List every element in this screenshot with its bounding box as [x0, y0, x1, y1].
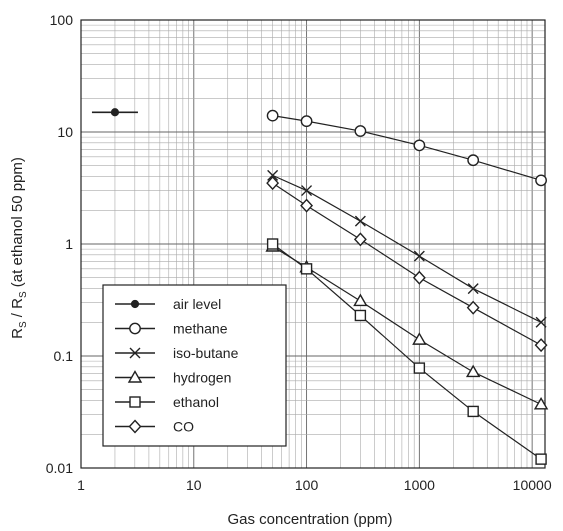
data-point-methane	[266, 109, 279, 122]
legend: air level methane iso-butane hydrogen ethano…	[102, 284, 287, 447]
legend-marker-air-level	[130, 299, 140, 309]
y-axis-title-mid: / R	[9, 298, 26, 322]
data-point-iso-butane	[267, 169, 279, 181]
y-axis-title-tail: (at ethanol 50 ppm)	[9, 157, 26, 291]
legend-box	[102, 284, 287, 447]
x-tick-label: 10000	[513, 477, 552, 493]
series-iso-butane	[267, 169, 547, 328]
x-tick-label: 100	[295, 477, 319, 493]
data-point-methane	[413, 139, 426, 152]
legend-marker-hydrogen	[127, 370, 143, 383]
legend-marker-ethanol	[129, 396, 141, 408]
data-point-iso-butane	[413, 250, 425, 262]
y-axis-title-sub1: S	[18, 321, 29, 328]
data-point-iso-butane	[535, 316, 547, 328]
data-point-co	[266, 176, 280, 191]
data-point-hydrogen	[353, 293, 368, 307]
legend-label-hydrogen: hydrogen	[173, 370, 231, 386]
axis-ticks: 1 10 100 1000 10000 0.01 0.1 1 10 100	[46, 12, 552, 493]
data-point-co	[412, 270, 426, 285]
x-tick-label: 1	[77, 477, 85, 493]
data-point-air-level	[110, 108, 120, 117]
series-line-co	[272, 182, 542, 346]
data-point-hydrogen	[412, 332, 427, 345]
series-methane	[266, 109, 547, 187]
x-tick-label: 10	[186, 477, 202, 493]
y-tick-label: 10	[57, 124, 73, 140]
data-point-ethanol	[467, 405, 479, 418]
y-tick-label: 1	[65, 236, 73, 252]
data-point-ethanol	[266, 238, 279, 250]
series-group	[91, 108, 549, 465]
series-line-ethanol	[272, 243, 542, 460]
series-ethanol	[266, 238, 547, 465]
data-point-ethanol	[413, 362, 426, 374]
data-point-ethanol	[300, 263, 313, 275]
data-point-hydrogen	[465, 364, 481, 378]
data-point-co	[353, 232, 367, 247]
data-point-methane	[467, 154, 480, 167]
legend-marker-methane	[129, 322, 141, 335]
legend-label-ethanol: ethanol	[173, 394, 219, 410]
data-point-co	[300, 198, 314, 213]
legend-marker-co	[128, 419, 142, 434]
legend-label-air-level: air level	[173, 296, 221, 312]
series-line-methane	[272, 115, 542, 181]
data-point-ethanol	[354, 309, 367, 322]
data-point-co	[466, 300, 480, 315]
y-tick-label: 0.1	[54, 348, 74, 364]
x-tick-label: 1000	[404, 477, 435, 493]
y-axis-title: RS / RS (at ethanol 50 ppm)	[9, 157, 29, 339]
series-air-level	[91, 108, 138, 117]
data-point-iso-butane	[467, 283, 479, 295]
data-point-hydrogen	[533, 396, 549, 410]
data-point-iso-butane	[354, 215, 366, 227]
x-axis-title: Gas concentration (ppm)	[227, 511, 392, 528]
plot-frame	[80, 19, 546, 469]
data-point-co	[534, 338, 548, 353]
y-tick-label: 100	[50, 12, 74, 28]
series-line-iso-butane	[272, 174, 542, 323]
legend-label-co: CO	[173, 419, 194, 435]
legend-label-methane: methane	[173, 321, 228, 337]
series-co	[266, 176, 548, 353]
y-axis-title-sub2: S	[18, 291, 29, 298]
legend-label-iso-butane: iso-butane	[173, 345, 239, 361]
data-point-methane	[354, 125, 367, 137]
y-axis-title-r1: R	[9, 328, 26, 339]
legend-marker-iso-butane	[129, 347, 141, 359]
data-point-iso-butane	[301, 185, 313, 197]
data-point-methane	[300, 115, 313, 128]
data-point-methane	[535, 174, 547, 187]
data-point-ethanol	[535, 453, 547, 465]
y-tick-label: 0.01	[46, 460, 73, 476]
